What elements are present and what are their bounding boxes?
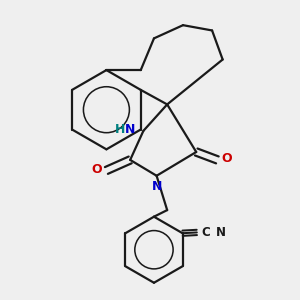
Text: N: N xyxy=(125,123,135,136)
Text: O: O xyxy=(92,163,103,176)
Text: H: H xyxy=(114,123,125,136)
Text: N: N xyxy=(216,226,226,239)
Text: O: O xyxy=(221,152,232,165)
Text: C: C xyxy=(202,226,211,239)
Text: N: N xyxy=(152,180,162,193)
